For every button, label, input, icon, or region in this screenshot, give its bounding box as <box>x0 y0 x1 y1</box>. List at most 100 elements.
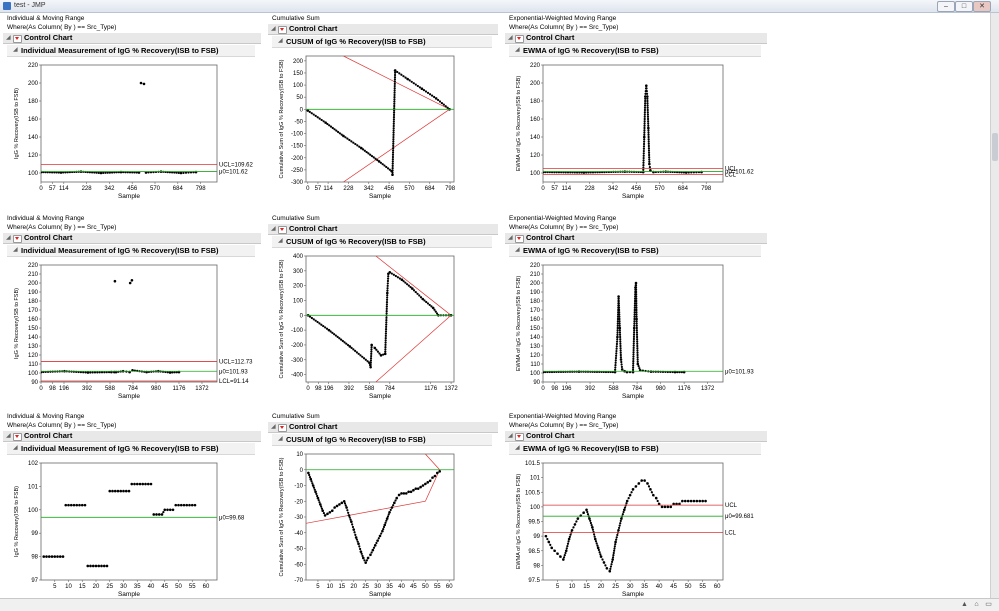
disclosure-triangle-icon[interactable]: ◢ <box>508 235 513 241</box>
window-list-icon[interactable]: ▭ <box>985 601 992 608</box>
x-tick-label: 456 <box>631 186 642 192</box>
control-chart-header[interactable]: ◢ Control Chart <box>3 431 261 442</box>
x-tick-label: 1372 <box>701 386 715 392</box>
disclosure-triangle-icon[interactable]: ◢ <box>515 247 520 253</box>
chart-title-bar[interactable]: ◢ EWMA of IgG % Recovery(ISB to FSB) <box>509 443 761 455</box>
chart-title-bar[interactable]: ◢ EWMA of IgG % Recovery(ISB to FSB) <box>509 45 761 57</box>
chart-title-bar[interactable]: ◢ Individual Measurement of IgG % Recover… <box>7 245 255 257</box>
red-triangle-menu-icon[interactable] <box>13 35 22 43</box>
chart-title-bar[interactable]: ◢ CUSUM of IgG % Recovery(ISB to FSB) <box>272 434 492 446</box>
y-tick-label: 200 <box>28 81 39 87</box>
disclosure-triangle-icon[interactable]: ◢ <box>271 424 276 430</box>
data-point <box>392 149 395 152</box>
x-tick-label: 342 <box>364 186 375 192</box>
disclosure-triangle-icon[interactable]: ◢ <box>271 226 276 232</box>
chart-panel: Cumulative Sum ◢ Control Chart ◢ CUSUM of Ig… <box>268 413 502 598</box>
scrollbar-thumb[interactable] <box>992 133 998 161</box>
disclosure-triangle-icon[interactable]: ◢ <box>13 247 18 253</box>
chart-title-bar[interactable]: ◢ Individual Measurement of IgG % Recover… <box>7 443 255 455</box>
data-point <box>392 147 395 150</box>
data-point <box>381 529 384 533</box>
data-point <box>648 156 651 159</box>
red-triangle-menu-icon[interactable] <box>515 433 524 441</box>
outline-title: Individual & Moving Range <box>7 413 85 420</box>
data-point <box>130 279 134 282</box>
chart-title-bar[interactable]: ◢ CUSUM of IgG % Recovery(ISB to FSB) <box>272 36 492 48</box>
data-point <box>642 156 645 160</box>
minimize-button[interactable]: – <box>937 1 955 12</box>
control-chart-header[interactable]: ◢ Control Chart <box>505 233 767 244</box>
data-point <box>387 275 390 278</box>
red-triangle-menu-icon[interactable] <box>278 226 287 234</box>
chart-title-bar[interactable]: ◢ Individual Measurement of IgG % Recover… <box>7 45 255 57</box>
data-point <box>384 341 387 344</box>
maximize-button[interactable]: □ <box>955 1 973 12</box>
disclosure-triangle-icon[interactable]: ◢ <box>6 433 11 439</box>
y-axis-label: EWMA of IgG % Recovery(ISB to FSB) <box>516 474 522 570</box>
data-point <box>428 479 432 483</box>
data-point <box>675 502 678 506</box>
control-chart-header[interactable]: ◢ Control Chart <box>505 431 767 442</box>
control-chart-header[interactable]: ◢ Control Chart <box>268 24 498 35</box>
close-button[interactable]: ✕ <box>973 1 991 12</box>
home-icon[interactable]: ⌂ <box>974 601 979 608</box>
disclosure-triangle-icon[interactable]: ◢ <box>278 436 283 442</box>
chart-title: CUSUM of IgG % Recovery(ISB to FSB) <box>286 237 426 246</box>
disclosure-triangle-icon[interactable]: ◢ <box>6 235 11 241</box>
data-point <box>657 502 661 506</box>
data-point <box>643 115 646 118</box>
disclosure-triangle-icon[interactable]: ◢ <box>6 35 11 41</box>
data-point <box>438 100 442 103</box>
y-tick-label: 99 <box>533 534 540 540</box>
data-point <box>562 556 566 559</box>
disclosure-triangle-icon[interactable]: ◢ <box>508 35 513 41</box>
data-point <box>625 499 629 503</box>
disclosure-triangle-icon[interactable]: ◢ <box>508 433 513 439</box>
data-point <box>370 551 373 554</box>
y-tick-label: 120 <box>28 353 39 359</box>
data-point <box>124 489 128 493</box>
disclosure-triangle-icon[interactable]: ◢ <box>515 445 520 451</box>
data-point <box>84 371 87 374</box>
data-point <box>647 485 651 488</box>
disclosure-triangle-icon[interactable]: ◢ <box>515 47 520 53</box>
data-point <box>614 543 617 546</box>
data-point <box>412 488 415 492</box>
red-triangle-menu-icon[interactable] <box>278 26 287 34</box>
disclosure-triangle-icon[interactable]: ◢ <box>271 26 276 32</box>
data-point <box>96 371 99 374</box>
disclosure-triangle-icon[interactable]: ◢ <box>278 238 283 244</box>
disclosure-triangle-icon[interactable]: ◢ <box>13 47 18 53</box>
data-point <box>633 317 636 321</box>
y-tick-label: -100 <box>291 132 304 138</box>
red-triangle-menu-icon[interactable] <box>515 35 524 43</box>
y-tick-label: 100 <box>530 171 541 177</box>
control-limit-label: μ0=99.68 <box>219 515 245 521</box>
data-point <box>338 132 341 135</box>
control-chart-header[interactable]: ◢ Control Chart <box>268 224 498 235</box>
data-point <box>369 363 372 367</box>
control-chart-header[interactable]: ◢ Control Chart <box>505 33 767 44</box>
control-chart-header[interactable]: ◢ Control Chart <box>3 33 261 44</box>
data-point <box>648 153 651 157</box>
red-triangle-menu-icon[interactable] <box>13 235 22 243</box>
up-arrow-icon[interactable]: ▲ <box>961 601 968 608</box>
data-point <box>635 329 638 332</box>
vertical-scrollbar[interactable] <box>990 13 999 598</box>
control-chart-header[interactable]: ◢ Control Chart <box>268 422 498 433</box>
data-point <box>610 560 614 563</box>
red-triangle-menu-icon[interactable] <box>278 424 287 432</box>
y-tick-label: -50 <box>294 119 303 125</box>
data-point <box>652 493 655 497</box>
disclosure-triangle-icon[interactable]: ◢ <box>13 445 18 451</box>
control-chart-plot: 90 100 110 120 130 140 150 160 170 180 190 200 210 22… <box>516 263 754 400</box>
red-triangle-menu-icon[interactable] <box>515 235 524 243</box>
chart-title-bar[interactable]: ◢ CUSUM of IgG % Recovery(ISB to FSB) <box>272 236 492 248</box>
x-tick-label: 5 <box>316 584 320 590</box>
y-tick-label: 100.5 <box>525 490 541 496</box>
disclosure-triangle-icon[interactable]: ◢ <box>278 38 283 44</box>
red-triangle-menu-icon[interactable] <box>13 433 22 441</box>
control-chart-header[interactable]: ◢ Control Chart <box>3 233 261 244</box>
x-tick-label: 1176 <box>678 386 692 392</box>
chart-title-bar[interactable]: ◢ EWMA of IgG % Recovery(ISB to FSB) <box>509 245 761 257</box>
